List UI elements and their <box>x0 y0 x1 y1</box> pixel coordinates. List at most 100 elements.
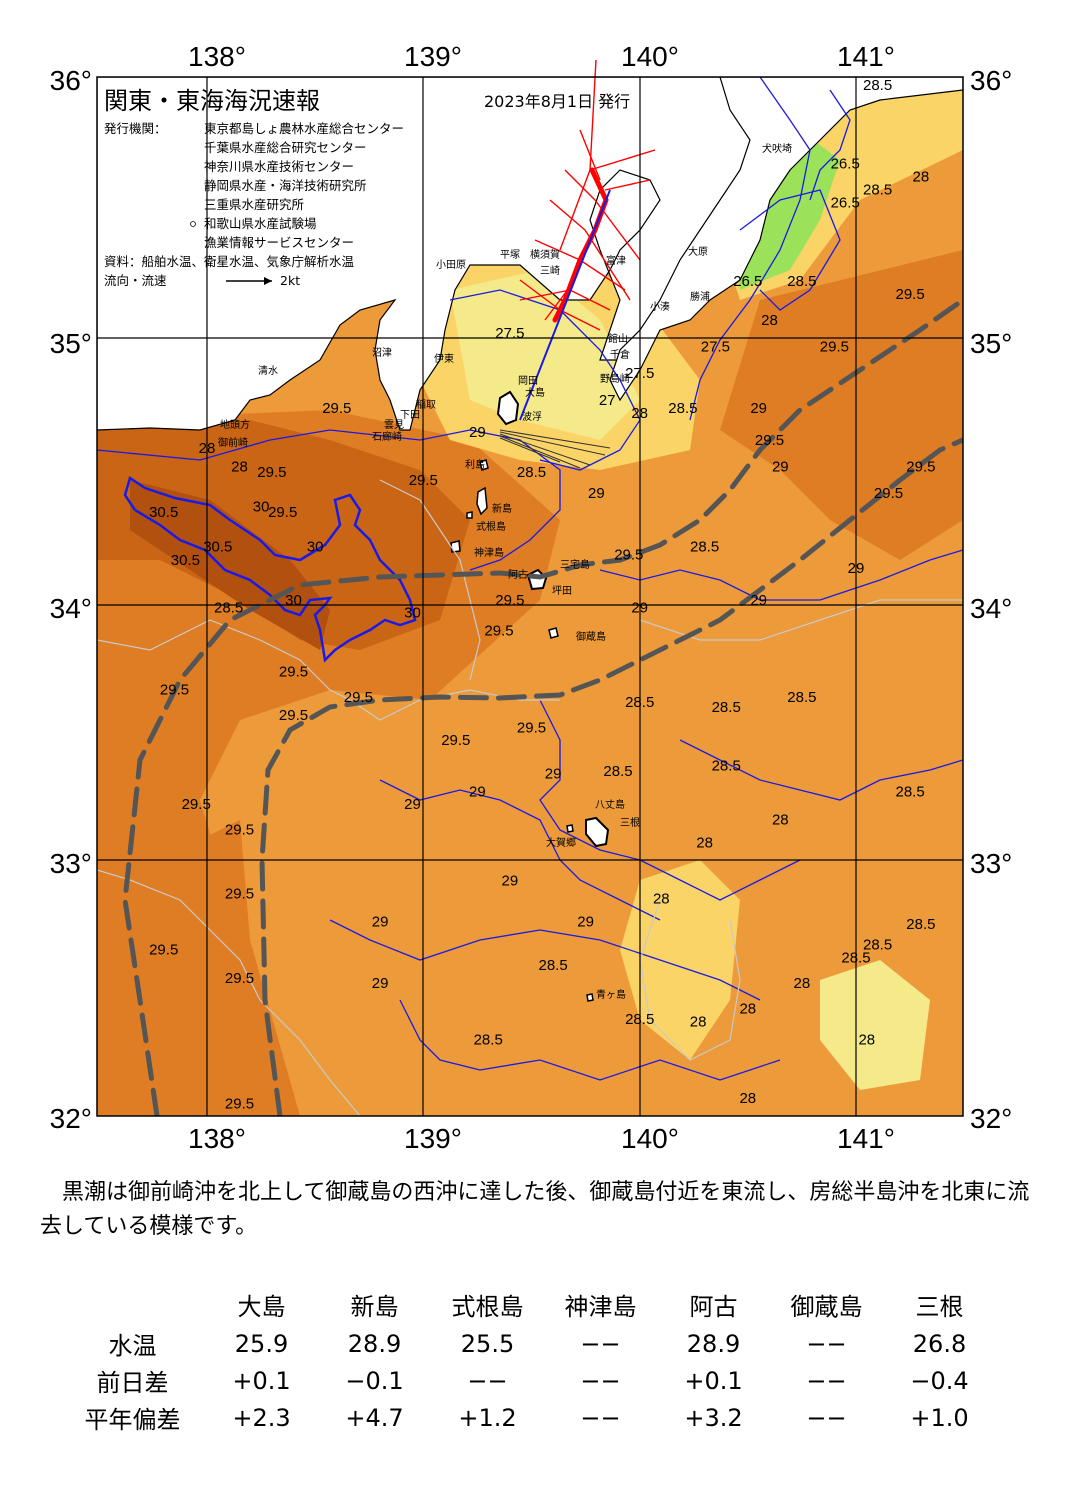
isotherm-east-2 <box>739 189 841 311</box>
table-cell: 26.8 <box>912 1329 967 1358</box>
table-cell: 25.5 <box>460 1329 515 1358</box>
lon-label: 138° <box>188 41 246 72</box>
kuroshio-axis-main <box>122 297 963 1116</box>
place-label: 地頭方 <box>220 418 250 431</box>
contour-value-label: 28 <box>199 440 216 457</box>
contour-value-label: 29.5 <box>322 400 351 417</box>
issuer-name: 東京都島しょ農林水産総合センター <box>204 121 404 136</box>
lon-label: 140° <box>621 41 679 72</box>
isotherm-grey-1 <box>97 619 560 721</box>
contour-value-label: 28.5 <box>538 957 567 974</box>
contour-value-label: 28 <box>231 459 248 476</box>
place-label: 千倉 <box>610 348 630 361</box>
place-label: 大島 <box>525 386 545 399</box>
table-cell: +4.7 <box>345 1403 404 1432</box>
map-frame <box>96 76 964 1117</box>
lat-label: 36° <box>50 65 92 96</box>
table-cell: +1.2 <box>458 1403 517 1432</box>
map-field <box>97 77 963 1116</box>
contour-value-label: 29.5 <box>149 942 178 959</box>
contour-value-label: 29.5 <box>895 286 924 303</box>
contour-value-label: 29.5 <box>820 338 849 355</box>
contour-value-label: 28.5 <box>625 694 654 711</box>
contour-value-label: 26.5 <box>831 195 860 212</box>
vector-line <box>579 129 601 181</box>
place-label: 式根島 <box>476 520 506 533</box>
isotherm-grey-2 <box>97 869 361 1116</box>
contour-value-label: 30.5 <box>203 539 232 556</box>
column-header: 新島 <box>350 1292 399 1321</box>
lat-lon-grid <box>97 77 963 1116</box>
place-label: 波浮 <box>522 410 542 423</box>
lat-label: 34° <box>50 593 92 624</box>
contour-value-label: 28.5 <box>712 758 741 775</box>
contour-value-label: 29 <box>577 914 594 931</box>
place-label: 勝浦 <box>690 290 710 303</box>
lat-labels-right: 36° 35° 34° 33° 32° <box>970 65 1012 1134</box>
lon-label: 139° <box>404 1123 462 1154</box>
table-cell: 25.9 <box>234 1329 289 1358</box>
column-header: 大島 <box>237 1292 286 1321</box>
table-cell: −− <box>580 1329 621 1358</box>
contour-value-label: 28 <box>739 1090 756 1107</box>
oshima-current-vectors <box>499 429 611 469</box>
cool-east-green <box>730 130 840 290</box>
legend-label: 流向・流速 <box>104 273 167 288</box>
contour-value-label: 28 <box>696 834 713 851</box>
contour-value-label: 29.5 <box>225 1095 254 1112</box>
contour-value-label: 29.5 <box>906 459 935 476</box>
contour-value-label: 28.5 <box>787 689 816 706</box>
place-label: 小田原 <box>436 259 466 271</box>
vector-line <box>559 309 601 331</box>
island-hachijo-kojima <box>566 824 574 833</box>
contour-value-label: 27.5 <box>495 325 524 342</box>
contour-value-label: 29.5 <box>517 720 546 737</box>
contour-value-label: 29.5 <box>755 432 784 449</box>
place-label: 大賀郷 <box>546 836 576 849</box>
island-hachijojima <box>585 816 610 848</box>
contour-value-label: 28.5 <box>214 600 243 617</box>
isotherm-south-1 <box>539 699 801 901</box>
data-sources: 資料：船舶水温、衛星水温、気象庁解析水温 <box>104 254 355 269</box>
contour-value-label: 29.5 <box>279 707 308 724</box>
contour-value-label: 28 <box>653 891 670 908</box>
table-cell: −0.4 <box>910 1366 969 1395</box>
place-label: 神津島 <box>474 546 504 559</box>
contour-value-label: 28.5 <box>474 1031 503 1048</box>
contour-value-label: 30 <box>253 499 270 516</box>
summary-text-block: 黒潮は御前崎沖を北上して御蔵島の西沖に達した後、御蔵島付近を東流し、房総半島沖を… <box>40 1176 1030 1244</box>
place-label: 三根 <box>620 816 640 829</box>
warm-band-west-inner <box>160 820 300 1116</box>
contour-value-label: 29 <box>404 796 421 813</box>
marker-icon <box>190 221 196 227</box>
contour-value-label: 27.5 <box>625 365 654 382</box>
isotherm-grey-4 <box>639 599 963 641</box>
vector-line <box>519 289 571 301</box>
contour-value-label: 29.5 <box>484 623 513 640</box>
contour-value-label: 29.5 <box>614 547 643 564</box>
lat-label: 35° <box>970 328 1012 359</box>
contour-value-label: 28 <box>739 1001 756 1018</box>
isotherm-south-3 <box>329 919 761 1001</box>
table-cell: −0.1 <box>345 1366 404 1395</box>
isotherm-east-3 <box>809 89 851 201</box>
contour-value-label: 26.5 <box>831 155 860 172</box>
issuer-name: 静岡県水産・海洋技術研究所 <box>204 178 367 193</box>
legend-arrowhead-icon <box>264 277 272 285</box>
warm-core-2 <box>130 480 330 650</box>
contour-value-label: 29 <box>469 424 486 441</box>
place-label: 御前崎 <box>218 436 248 449</box>
contour-value-label: 27.5 <box>701 338 730 355</box>
contour-value-label: 29.5 <box>279 663 308 680</box>
contour-value-label: 29.5 <box>268 504 297 521</box>
warm-core <box>97 420 470 650</box>
isotherm-30-loop <box>123 476 417 663</box>
contour-value-label: 28 <box>690 1013 707 1030</box>
vector-line <box>579 259 626 291</box>
contour-value-label: 29.5 <box>225 885 254 902</box>
contour-value-label: 28 <box>794 975 811 992</box>
lat-label: 36° <box>970 65 1012 96</box>
row-header: 水温 <box>108 1332 157 1360</box>
contour-value-label: 30.5 <box>171 552 200 569</box>
issuer-name: 三重県水産研究所 <box>204 197 304 212</box>
